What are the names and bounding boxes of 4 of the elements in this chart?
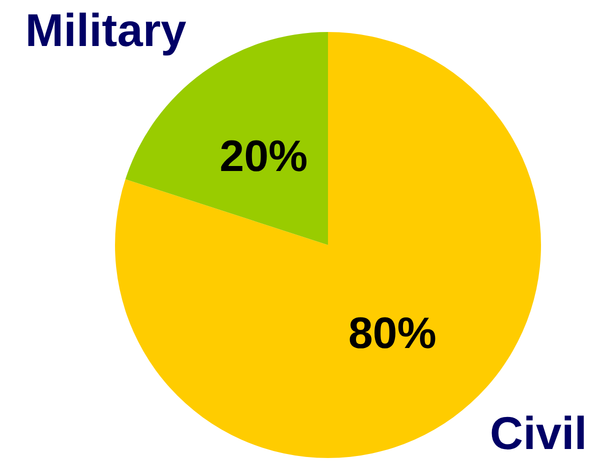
data-label: 80% — [348, 309, 436, 358]
slice-label: Civil — [490, 407, 588, 459]
slice-label: Military — [25, 4, 187, 56]
data-label: 20% — [220, 132, 308, 181]
